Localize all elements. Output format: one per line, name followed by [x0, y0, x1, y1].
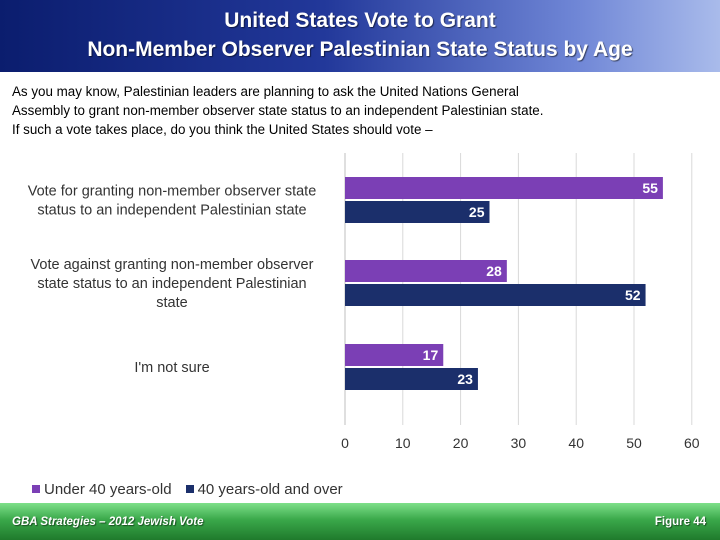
x-tick-label-0: 0 — [341, 435, 349, 451]
question-line-1: As you may know, Palestinian leaders are… — [12, 84, 519, 99]
figure-number: Figure 44 — [654, 516, 706, 528]
title-banner: United States Vote to Grant Non-Member O… — [0, 0, 720, 72]
data-label-under-40-cat2: 28 — [486, 263, 502, 279]
category-label-2-line-1: Vote against granting non-member observe… — [31, 257, 314, 273]
category-label-2-line-3: state — [156, 295, 187, 311]
question-line-3: If such a vote takes place, do you think… — [12, 122, 433, 137]
data-label-under-40-cat1: 55 — [642, 180, 658, 196]
bar-40-and-over-cat3 — [345, 368, 478, 390]
legend-label-40-and-over: 40 years-old and over — [197, 480, 343, 498]
x-tick-label-60: 60 — [684, 435, 700, 451]
footer-source: GBA Strategies – 2012 Jewish Vote — [12, 516, 204, 528]
question-line-2: Assembly to grant non-member observer st… — [12, 103, 544, 118]
data-label-40-and-over-cat2: 52 — [625, 287, 641, 303]
category-label-1-line-2: status to an independent Palestinian sta… — [37, 203, 306, 219]
bar-chart: 0 10 20 30 40 50 60 55 25 Vote for granting non-m… — [28, 153, 700, 451]
data-label-under-40-cat3: 17 — [423, 347, 439, 363]
data-label-40-and-over-cat1: 25 — [469, 204, 485, 220]
bar-40-and-over-cat2 — [345, 284, 646, 306]
x-tick-label-30: 30 — [511, 435, 527, 451]
bar-under-40-cat2 — [345, 260, 507, 282]
legend-swatch-40-and-over — [185, 485, 194, 493]
category-label-2-line-2: state status to an independent Palestini… — [37, 276, 306, 292]
legend-item-40-and-over: 40 years-old and over — [185, 480, 343, 498]
footer-bar: GBA Strategies – 2012 Jewish Vote Figure… — [0, 503, 720, 540]
bar-under-40-cat1 — [345, 177, 663, 199]
legend-swatch-under-40 — [32, 485, 40, 493]
title-line-1: United States Vote to Grant — [224, 9, 496, 32]
category-label-1-line-1: Vote for granting non-member observer st… — [28, 184, 317, 200]
title-line-2: Non-Member Observer Palestinian State St… — [87, 38, 633, 61]
bar-40-and-over-cat1 — [345, 201, 490, 223]
question-text: As you may know, Palestinian leaders are… — [12, 82, 712, 139]
legend-item-under-40: Under 40 years-old — [32, 481, 172, 498]
data-label-40-and-over-cat3: 23 — [457, 371, 473, 387]
legend-label-under-40: Under 40 years-old — [44, 480, 172, 498]
bar-under-40-cat3 — [345, 344, 444, 366]
legend: Under 40 years-old 40 years-old and over — [32, 480, 357, 498]
x-tick-label-10: 10 — [395, 435, 411, 451]
x-tick-label-20: 20 — [453, 435, 469, 451]
x-tick-label-40: 40 — [568, 435, 584, 451]
category-label-3-line-1: I'm not sure — [134, 360, 209, 376]
x-tick-label-50: 50 — [626, 435, 642, 451]
